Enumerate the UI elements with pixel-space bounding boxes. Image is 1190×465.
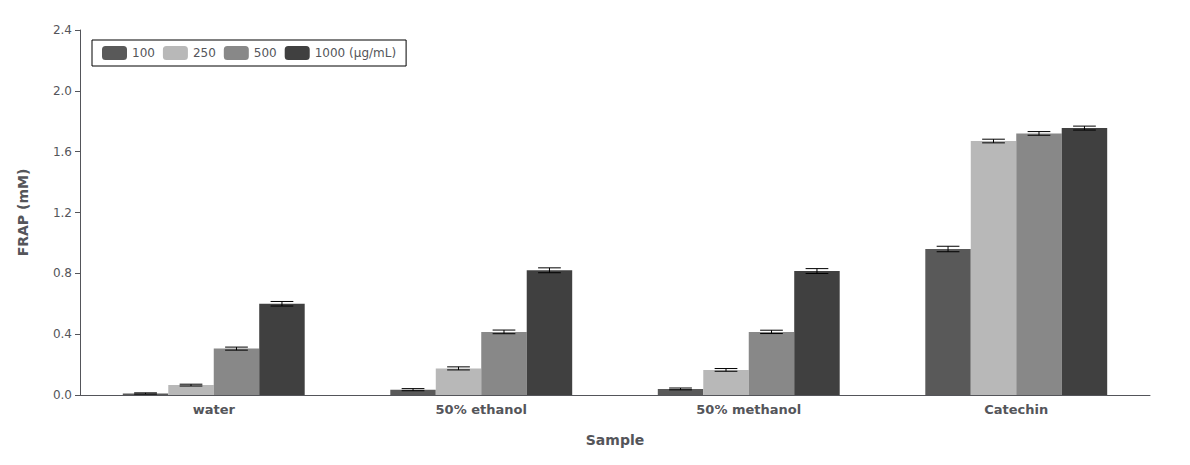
svg-text:Sample: Sample: [586, 432, 644, 448]
svg-text:50% ethanol: 50% ethanol: [436, 402, 527, 417]
svg-text:2.4: 2.4: [53, 23, 72, 37]
svg-text:Catechin: Catechin: [984, 402, 1048, 417]
svg-text:0.8: 0.8: [53, 266, 72, 280]
svg-text:2.0: 2.0: [53, 84, 72, 98]
svg-text:water: water: [193, 402, 236, 417]
svg-text:100: 100: [132, 46, 155, 60]
svg-text:250: 250: [193, 46, 216, 60]
svg-text:1.6: 1.6: [53, 145, 72, 159]
svg-text:0.0: 0.0: [53, 388, 72, 402]
svg-text:FRAP (mM): FRAP (mM): [15, 169, 31, 257]
svg-text:1.2: 1.2: [53, 206, 72, 220]
svg-text:1000 (μg/mL): 1000 (μg/mL): [315, 46, 396, 60]
svg-text:0.4: 0.4: [53, 327, 72, 341]
svg-text:500: 500: [254, 46, 277, 60]
svg-text:50% methanol: 50% methanol: [696, 402, 801, 417]
